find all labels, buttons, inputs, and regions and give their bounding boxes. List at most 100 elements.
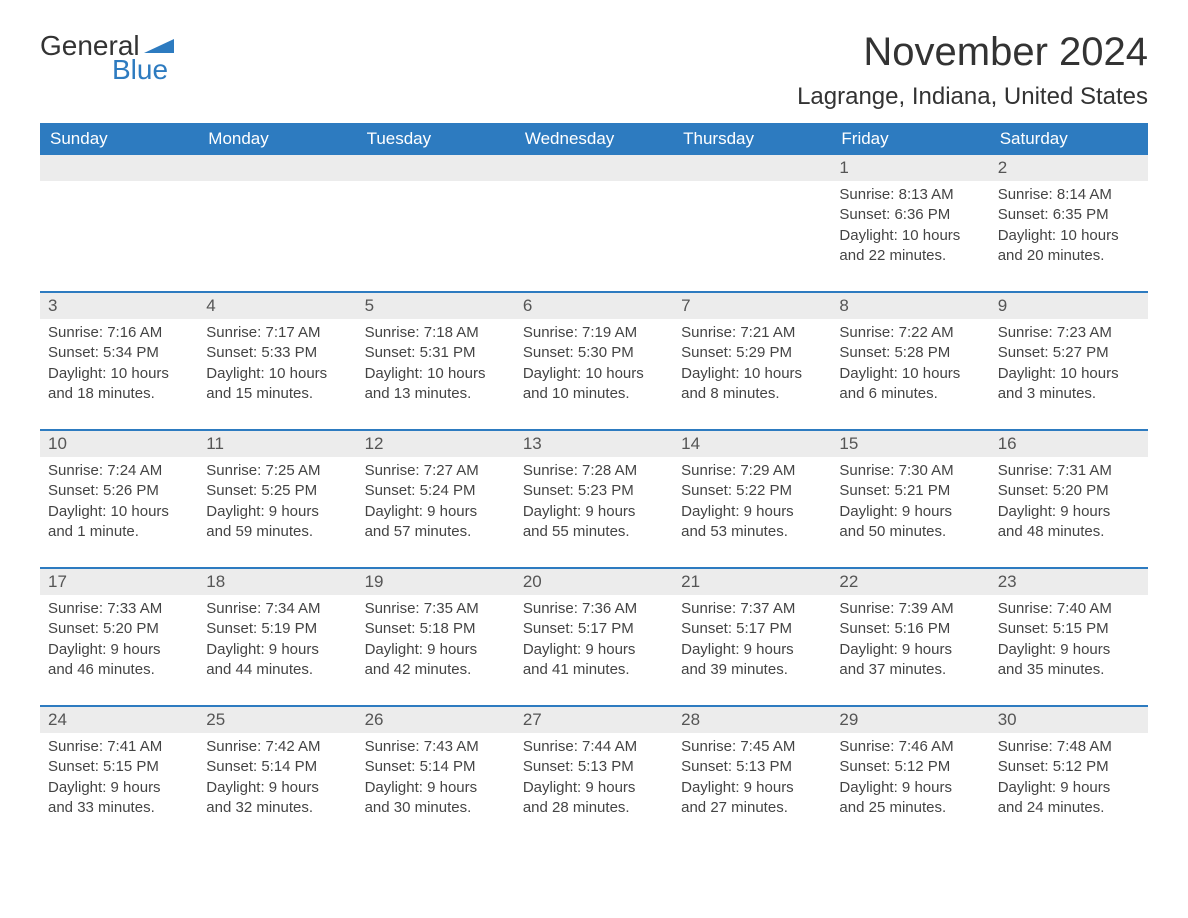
sunset-text: Sunset: 5:34 PM: [48, 343, 190, 363]
day-cell: 9Sunrise: 7:23 AMSunset: 5:27 PMDaylight…: [990, 292, 1148, 430]
sunrise-text: Sunrise: 7:41 AM: [48, 737, 190, 757]
day-number: 30: [990, 707, 1148, 733]
day-body: Sunrise: 7:40 AMSunset: 5:15 PMDaylight:…: [990, 595, 1148, 705]
week-row: 24Sunrise: 7:41 AMSunset: 5:15 PMDayligh…: [40, 706, 1148, 843]
day-number: 19: [357, 569, 515, 595]
daylight-text1: Daylight: 9 hours: [998, 502, 1140, 522]
dayname-saturday: Saturday: [990, 123, 1148, 155]
day-cell: 24Sunrise: 7:41 AMSunset: 5:15 PMDayligh…: [40, 706, 198, 843]
sunrise-text: Sunrise: 7:39 AM: [839, 599, 981, 619]
daylight-text1: Daylight: 10 hours: [998, 226, 1140, 246]
day-cell: [40, 155, 198, 292]
daylight-text1: Daylight: 10 hours: [998, 364, 1140, 384]
day-cell: 19Sunrise: 7:35 AMSunset: 5:18 PMDayligh…: [357, 568, 515, 706]
sunset-text: Sunset: 5:25 PM: [206, 481, 348, 501]
sunrise-text: Sunrise: 7:43 AM: [365, 737, 507, 757]
daylight-text1: Daylight: 10 hours: [839, 364, 981, 384]
day-body: Sunrise: 7:41 AMSunset: 5:15 PMDaylight:…: [40, 733, 198, 843]
day-body: Sunrise: 7:27 AMSunset: 5:24 PMDaylight:…: [357, 457, 515, 567]
month-title: November 2024: [797, 30, 1148, 75]
daylight-text2: and 28 minutes.: [523, 798, 665, 818]
location: Lagrange, Indiana, United States: [797, 83, 1148, 111]
day-number: 8: [831, 293, 989, 319]
sunrise-text: Sunrise: 7:27 AM: [365, 461, 507, 481]
week-row: 17Sunrise: 7:33 AMSunset: 5:20 PMDayligh…: [40, 568, 1148, 706]
day-body: Sunrise: 7:36 AMSunset: 5:17 PMDaylight:…: [515, 595, 673, 705]
daylight-text1: Daylight: 9 hours: [523, 778, 665, 798]
daylight-text2: and 48 minutes.: [998, 522, 1140, 542]
day-body-empty: [40, 181, 198, 291]
day-number: 25: [198, 707, 356, 733]
daylight-text2: and 15 minutes.: [206, 384, 348, 404]
daylight-text1: Daylight: 10 hours: [48, 502, 190, 522]
sunrise-text: Sunrise: 7:19 AM: [523, 323, 665, 343]
day-body: Sunrise: 7:16 AMSunset: 5:34 PMDaylight:…: [40, 319, 198, 429]
day-number: 27: [515, 707, 673, 733]
day-cell: 14Sunrise: 7:29 AMSunset: 5:22 PMDayligh…: [673, 430, 831, 568]
sunrise-text: Sunrise: 7:35 AM: [365, 599, 507, 619]
daylight-text2: and 27 minutes.: [681, 798, 823, 818]
day-body: Sunrise: 7:25 AMSunset: 5:25 PMDaylight:…: [198, 457, 356, 567]
day-body: Sunrise: 7:46 AMSunset: 5:12 PMDaylight:…: [831, 733, 989, 843]
dayname-thursday: Thursday: [673, 123, 831, 155]
day-cell: 23Sunrise: 7:40 AMSunset: 5:15 PMDayligh…: [990, 568, 1148, 706]
day-cell: 1Sunrise: 8:13 AMSunset: 6:36 PMDaylight…: [831, 155, 989, 292]
sunrise-text: Sunrise: 7:23 AM: [998, 323, 1140, 343]
day-number: 9: [990, 293, 1148, 319]
day-cell: [198, 155, 356, 292]
sunset-text: Sunset: 5:23 PM: [523, 481, 665, 501]
sunrise-text: Sunrise: 7:31 AM: [998, 461, 1140, 481]
day-cell: 30Sunrise: 7:48 AMSunset: 5:12 PMDayligh…: [990, 706, 1148, 843]
daylight-text2: and 22 minutes.: [839, 246, 981, 266]
day-body: Sunrise: 7:28 AMSunset: 5:23 PMDaylight:…: [515, 457, 673, 567]
day-cell: 7Sunrise: 7:21 AMSunset: 5:29 PMDaylight…: [673, 292, 831, 430]
title-block: November 2024 Lagrange, Indiana, United …: [797, 30, 1148, 111]
sunrise-text: Sunrise: 7:44 AM: [523, 737, 665, 757]
daylight-text2: and 24 minutes.: [998, 798, 1140, 818]
daylight-text2: and 59 minutes.: [206, 522, 348, 542]
sunset-text: Sunset: 5:30 PM: [523, 343, 665, 363]
sunset-text: Sunset: 5:13 PM: [681, 757, 823, 777]
day-body: Sunrise: 7:17 AMSunset: 5:33 PMDaylight:…: [198, 319, 356, 429]
logo: General Blue: [40, 30, 174, 86]
day-number: 10: [40, 431, 198, 457]
sunrise-text: Sunrise: 7:36 AM: [523, 599, 665, 619]
calendar-body: 1Sunrise: 8:13 AMSunset: 6:36 PMDaylight…: [40, 155, 1148, 843]
day-body-empty: [673, 181, 831, 291]
sunset-text: Sunset: 5:18 PM: [365, 619, 507, 639]
daylight-text1: Daylight: 9 hours: [681, 640, 823, 660]
daylight-text1: Daylight: 9 hours: [206, 502, 348, 522]
day-cell: 13Sunrise: 7:28 AMSunset: 5:23 PMDayligh…: [515, 430, 673, 568]
day-number: 2: [990, 155, 1148, 181]
daylight-text1: Daylight: 9 hours: [365, 778, 507, 798]
sunrise-text: Sunrise: 7:42 AM: [206, 737, 348, 757]
sunrise-text: Sunrise: 7:34 AM: [206, 599, 348, 619]
week-row: 3Sunrise: 7:16 AMSunset: 5:34 PMDaylight…: [40, 292, 1148, 430]
day-cell: 25Sunrise: 7:42 AMSunset: 5:14 PMDayligh…: [198, 706, 356, 843]
day-body: Sunrise: 7:34 AMSunset: 5:19 PMDaylight:…: [198, 595, 356, 705]
sunrise-text: Sunrise: 7:45 AM: [681, 737, 823, 757]
day-number-empty: [40, 155, 198, 181]
daylight-text2: and 42 minutes.: [365, 660, 507, 680]
day-number: 14: [673, 431, 831, 457]
sunset-text: Sunset: 5:31 PM: [365, 343, 507, 363]
daylight-text2: and 32 minutes.: [206, 798, 348, 818]
day-number: 16: [990, 431, 1148, 457]
day-body: Sunrise: 7:22 AMSunset: 5:28 PMDaylight:…: [831, 319, 989, 429]
sunset-text: Sunset: 5:15 PM: [48, 757, 190, 777]
sunset-text: Sunset: 5:22 PM: [681, 481, 823, 501]
sunset-text: Sunset: 5:14 PM: [365, 757, 507, 777]
day-body: Sunrise: 7:19 AMSunset: 5:30 PMDaylight:…: [515, 319, 673, 429]
dayname-monday: Monday: [198, 123, 356, 155]
sunset-text: Sunset: 5:16 PM: [839, 619, 981, 639]
day-body: Sunrise: 7:23 AMSunset: 5:27 PMDaylight:…: [990, 319, 1148, 429]
sunset-text: Sunset: 5:17 PM: [523, 619, 665, 639]
day-body: Sunrise: 7:42 AMSunset: 5:14 PMDaylight:…: [198, 733, 356, 843]
daylight-text1: Daylight: 10 hours: [681, 364, 823, 384]
daylight-text2: and 53 minutes.: [681, 522, 823, 542]
daylight-text2: and 1 minute.: [48, 522, 190, 542]
day-body: Sunrise: 7:30 AMSunset: 5:21 PMDaylight:…: [831, 457, 989, 567]
week-row: 10Sunrise: 7:24 AMSunset: 5:26 PMDayligh…: [40, 430, 1148, 568]
sunrise-text: Sunrise: 7:46 AM: [839, 737, 981, 757]
daylight-text1: Daylight: 9 hours: [48, 640, 190, 660]
